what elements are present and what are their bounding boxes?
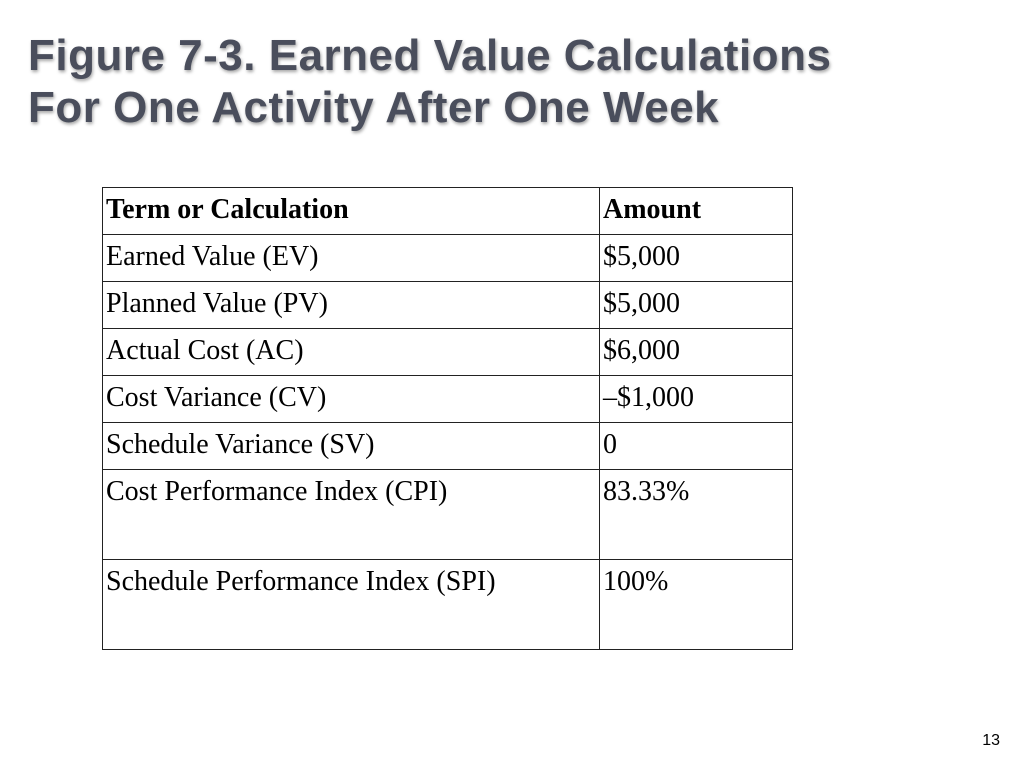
table-row: Actual Cost (AC) $6,000	[102, 328, 793, 376]
table-row: Earned Value (EV) $5,000	[102, 234, 793, 282]
term-cell: Actual Cost (AC)	[102, 328, 600, 376]
term-cell: Planned Value (PV)	[102, 281, 600, 329]
header-term: Term or Calculation	[102, 187, 600, 235]
slide-title: Figure 7-3. Earned Value Calculations Fo…	[28, 30, 831, 134]
amount-cell: 83.33%	[599, 469, 793, 560]
amount-cell: –$1,000	[599, 375, 793, 423]
earned-value-table: Term or Calculation Amount Earned Value …	[102, 187, 793, 650]
header-amount: Amount	[599, 187, 793, 235]
term-cell: Cost Performance Index (CPI)	[102, 469, 600, 560]
slide-title-line-2: For One Activity After One Week	[28, 83, 720, 132]
amount-cell: $5,000	[599, 281, 793, 329]
table-row: Cost Performance Index (CPI) 83.33%	[102, 469, 793, 560]
amount-cell: 0	[599, 422, 793, 470]
amount-cell: 100%	[599, 559, 793, 650]
term-cell: Schedule Performance Index (SPI)	[102, 559, 600, 650]
slide-title-line-1: Figure 7-3. Earned Value Calculations	[28, 31, 832, 80]
table-row: Planned Value (PV) $5,000	[102, 281, 793, 329]
amount-cell: $6,000	[599, 328, 793, 376]
table-row: Cost Variance (CV) –$1,000	[102, 375, 793, 423]
term-cell: Earned Value (EV)	[102, 234, 600, 282]
table-header-row: Term or Calculation Amount	[102, 187, 793, 235]
term-cell: Schedule Variance (SV)	[102, 422, 600, 470]
page-number: 13	[982, 732, 1000, 749]
table-row: Schedule Variance (SV) 0	[102, 422, 793, 470]
term-cell: Cost Variance (CV)	[102, 375, 600, 423]
table-row: Schedule Performance Index (SPI) 100%	[102, 559, 793, 650]
amount-cell: $5,000	[599, 234, 793, 282]
